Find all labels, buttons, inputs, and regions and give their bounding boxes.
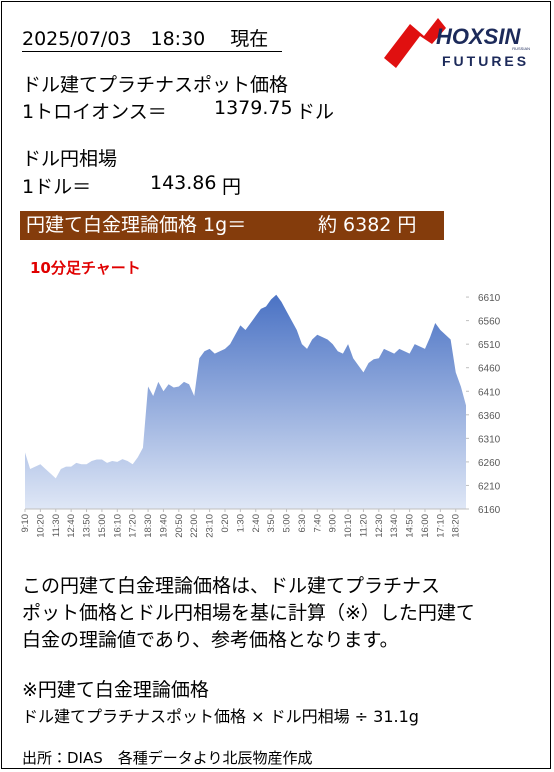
- y-tick-label: 6610: [478, 293, 501, 304]
- x-tick-label: 15:00: [97, 514, 108, 538]
- x-tick-label: 20:50: [174, 514, 185, 538]
- logo-name: HOXSIN: [436, 24, 521, 49]
- theory-label: 円建て白金理論価格 1g＝: [26, 214, 247, 236]
- x-tick-label: 6:30: [297, 514, 308, 533]
- y-tick-label: 6460: [478, 364, 501, 375]
- usdjpy-unit: 1ドル＝: [22, 176, 92, 198]
- y-tick-label: 6210: [478, 481, 501, 492]
- theory-band: 円建て白金理論価格 1g＝ 約 6382 円: [20, 211, 444, 240]
- x-tick-label: 19:40: [158, 514, 169, 538]
- x-tick-label: 16:00: [420, 514, 431, 538]
- note-line: ポット価格とドル円相場を基に計算（※）した円建て: [22, 602, 475, 624]
- formula-title: ※円建て白金理論価格: [22, 679, 209, 701]
- usdjpy-label: ドル円相場: [22, 148, 118, 170]
- x-tick-label: 5:00: [282, 514, 293, 533]
- y-tick-label: 6560: [478, 317, 501, 328]
- usdjpy-currency: 円: [222, 176, 242, 198]
- source: 出所：DIAS 各種データより北辰物産作成: [22, 749, 313, 767]
- y-tick-label: 6410: [478, 387, 501, 398]
- logo-mark: [384, 18, 446, 68]
- x-tick-label: 10:20: [35, 514, 46, 538]
- note-line: この円建て白金理論価格は、ドル建てプラチナス: [22, 575, 441, 597]
- logo-sub: FUTURES: [442, 53, 529, 69]
- x-tick-label: 9:10: [20, 514, 31, 533]
- x-tick-label: 12:30: [374, 514, 385, 538]
- x-tick-label: 2:40: [251, 514, 262, 533]
- platinum-unit: 1トロイオンス＝: [22, 101, 167, 123]
- logo-tag: RUSSIAN: [512, 46, 530, 51]
- datetime: 2025/07/03 18:30 現在: [22, 24, 283, 52]
- x-tick-label: 13:40: [389, 514, 400, 538]
- x-tick-label: 0:20: [220, 514, 231, 533]
- x-tick-label: 18:30: [143, 514, 154, 538]
- y-tick-label: 6510: [478, 340, 501, 351]
- x-tick-label: 11:20: [358, 514, 369, 537]
- logo: HOXSIN RUSSIAN FUTURES: [384, 18, 530, 69]
- x-tick-label: 9:00: [328, 514, 339, 533]
- formula-text: ドル建てプラチナスポット価格 × ドル円相場 ÷ 31.1g: [22, 707, 419, 726]
- x-tick-label: 10:10: [343, 514, 354, 538]
- x-tick-label: 1:30: [235, 514, 246, 533]
- x-tick-label: 18:20: [451, 514, 462, 538]
- note-line: 白金の理論値であり、参考価格となります。: [22, 629, 399, 651]
- chart: 6160 6210 6260 6310 6360 6410 6460 6510 6560 6610…: [20, 293, 501, 538]
- theory-value: 約 6382 円: [318, 214, 417, 236]
- x-tick-label: 3:50: [266, 514, 277, 533]
- x-tick-label: 17:20: [128, 514, 139, 538]
- y-tick-label: 6360: [478, 411, 501, 422]
- x-tick-label: 14:50: [405, 514, 416, 538]
- platinum-label: ドル建てプラチナスポット価格: [22, 74, 289, 96]
- x-tick-label: 17:10: [435, 514, 446, 538]
- x-tick-label: 13:50: [82, 514, 93, 538]
- area: [25, 294, 466, 509]
- y-tick-label: 6310: [478, 434, 501, 445]
- x-tick-label: 23:10: [205, 514, 216, 538]
- chart-label: 10分足チャート: [30, 259, 141, 277]
- x-tick-label: 16:10: [112, 514, 123, 538]
- x-tick-label: 12:40: [66, 514, 77, 538]
- usdjpy-value: 143.86: [150, 172, 217, 194]
- platinum-value: 1379.75: [214, 97, 293, 119]
- platinum-currency: ドル: [296, 101, 335, 123]
- x-tick-label: 7:40: [312, 514, 323, 533]
- x-tick-label: 11:30: [51, 514, 62, 537]
- x-tick-label: 22:00: [189, 514, 200, 538]
- y-tick-label: 6260: [478, 458, 501, 469]
- y-tick-label: 6160: [478, 505, 501, 516]
